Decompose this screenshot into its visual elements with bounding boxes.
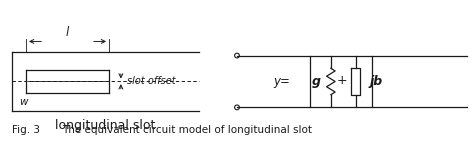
Text: y=: y= — [273, 75, 291, 88]
Text: +: + — [337, 74, 347, 87]
Text: The equivalent circuit model of longitudinal slot: The equivalent circuit model of longitud… — [62, 125, 311, 135]
Text: slot offset: slot offset — [127, 76, 175, 86]
Text: jb: jb — [370, 75, 383, 88]
Text: l: l — [66, 26, 69, 39]
Text: longitudinal slot: longitudinal slot — [55, 119, 155, 132]
Text: w: w — [19, 97, 28, 107]
Text: g: g — [312, 75, 321, 88]
Text: Fig. 3: Fig. 3 — [12, 125, 40, 135]
